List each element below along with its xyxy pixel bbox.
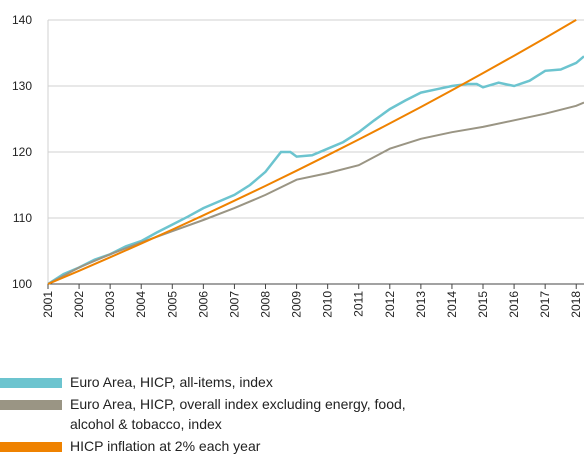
legend-item: Euro Area, HICP, all-items, index bbox=[0, 374, 584, 392]
x-tick-label: 2018 bbox=[569, 291, 583, 318]
legend-swatch bbox=[0, 442, 62, 452]
x-tick-label: 2016 bbox=[507, 291, 521, 318]
x-tick-label: 2015 bbox=[476, 291, 490, 318]
x-tick-label: 2005 bbox=[165, 291, 179, 318]
x-tick-label: 2003 bbox=[103, 291, 117, 318]
y-tick-label: 140 bbox=[12, 13, 32, 27]
legend-swatch bbox=[0, 400, 62, 410]
x-tick-label: 2008 bbox=[259, 291, 273, 318]
x-tick-label: 2017 bbox=[538, 291, 552, 318]
legend-item: HICP inflation at 2% each year bbox=[0, 438, 584, 456]
y-tick-label: 110 bbox=[13, 211, 32, 225]
x-tick-label: 2014 bbox=[445, 291, 459, 318]
x-tick-label: 2012 bbox=[383, 291, 397, 318]
y-tick-label: 100 bbox=[12, 277, 32, 291]
chart: 100 110 120 130 140 2001 2002 2003 2004 2005 2006 2… bbox=[12, 13, 584, 318]
x-tick-label: 2001 bbox=[41, 291, 55, 318]
series-line bbox=[47, 101, 584, 285]
x-tick-label: 2011 bbox=[352, 291, 366, 317]
series-line bbox=[47, 19, 577, 285]
x-tick-label: 2009 bbox=[290, 291, 304, 318]
y-tick-label: 120 bbox=[12, 145, 32, 159]
x-tick-label: 2004 bbox=[134, 291, 148, 318]
x-tick-label: 2007 bbox=[227, 291, 241, 318]
legend-item: Euro Area, HICP, overall index excluding… bbox=[0, 396, 584, 434]
x-tick-label: 2013 bbox=[414, 291, 428, 318]
series-line bbox=[47, 55, 584, 286]
legend-swatch bbox=[0, 378, 62, 388]
legend-label: Euro Area, HICP, overall index excluding… bbox=[70, 396, 406, 432]
legend: Euro Area, HICP, all-items, index Euro Ar… bbox=[0, 374, 584, 460]
legend-label: HICP inflation at 2% each year bbox=[70, 438, 261, 454]
legend-label: Euro Area, HICP, all-items, index bbox=[70, 374, 273, 390]
y-tick-label: 130 bbox=[12, 79, 32, 93]
x-tick-label: 2010 bbox=[321, 291, 335, 318]
x-tick-label: 2002 bbox=[72, 291, 86, 318]
x-tick-label: 2006 bbox=[196, 291, 210, 318]
